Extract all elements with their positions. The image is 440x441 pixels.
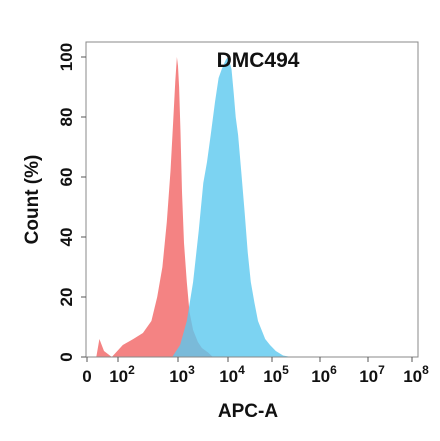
chart-title: DMC494 — [217, 49, 300, 72]
x-axis-title: APC-A — [218, 401, 278, 422]
y-tick-label: 20 — [57, 288, 76, 307]
x-tick-label: 0 — [82, 367, 91, 386]
y-tick-label: 80 — [57, 108, 76, 127]
plot-frame — [85, 41, 419, 358]
histogram-series-2 — [172, 57, 292, 357]
y-tick-label: 100 — [57, 43, 76, 71]
x-tick-label: 108 — [403, 363, 429, 386]
y-tick-label: 40 — [57, 228, 76, 247]
x-tick-label: 102 — [109, 363, 135, 386]
y-axis-title: Count (%) — [22, 155, 43, 245]
histogram-series-1 — [96, 57, 213, 357]
x-tick-label: 105 — [263, 363, 289, 386]
y-tick-label: 60 — [57, 168, 76, 187]
x-tick-label: 106 — [311, 363, 337, 386]
y-tick-label: 0 — [57, 352, 76, 361]
x-tick-label: 104 — [219, 363, 245, 386]
x-tick-label: 107 — [359, 363, 385, 386]
x-tick-label: 103 — [169, 363, 195, 386]
